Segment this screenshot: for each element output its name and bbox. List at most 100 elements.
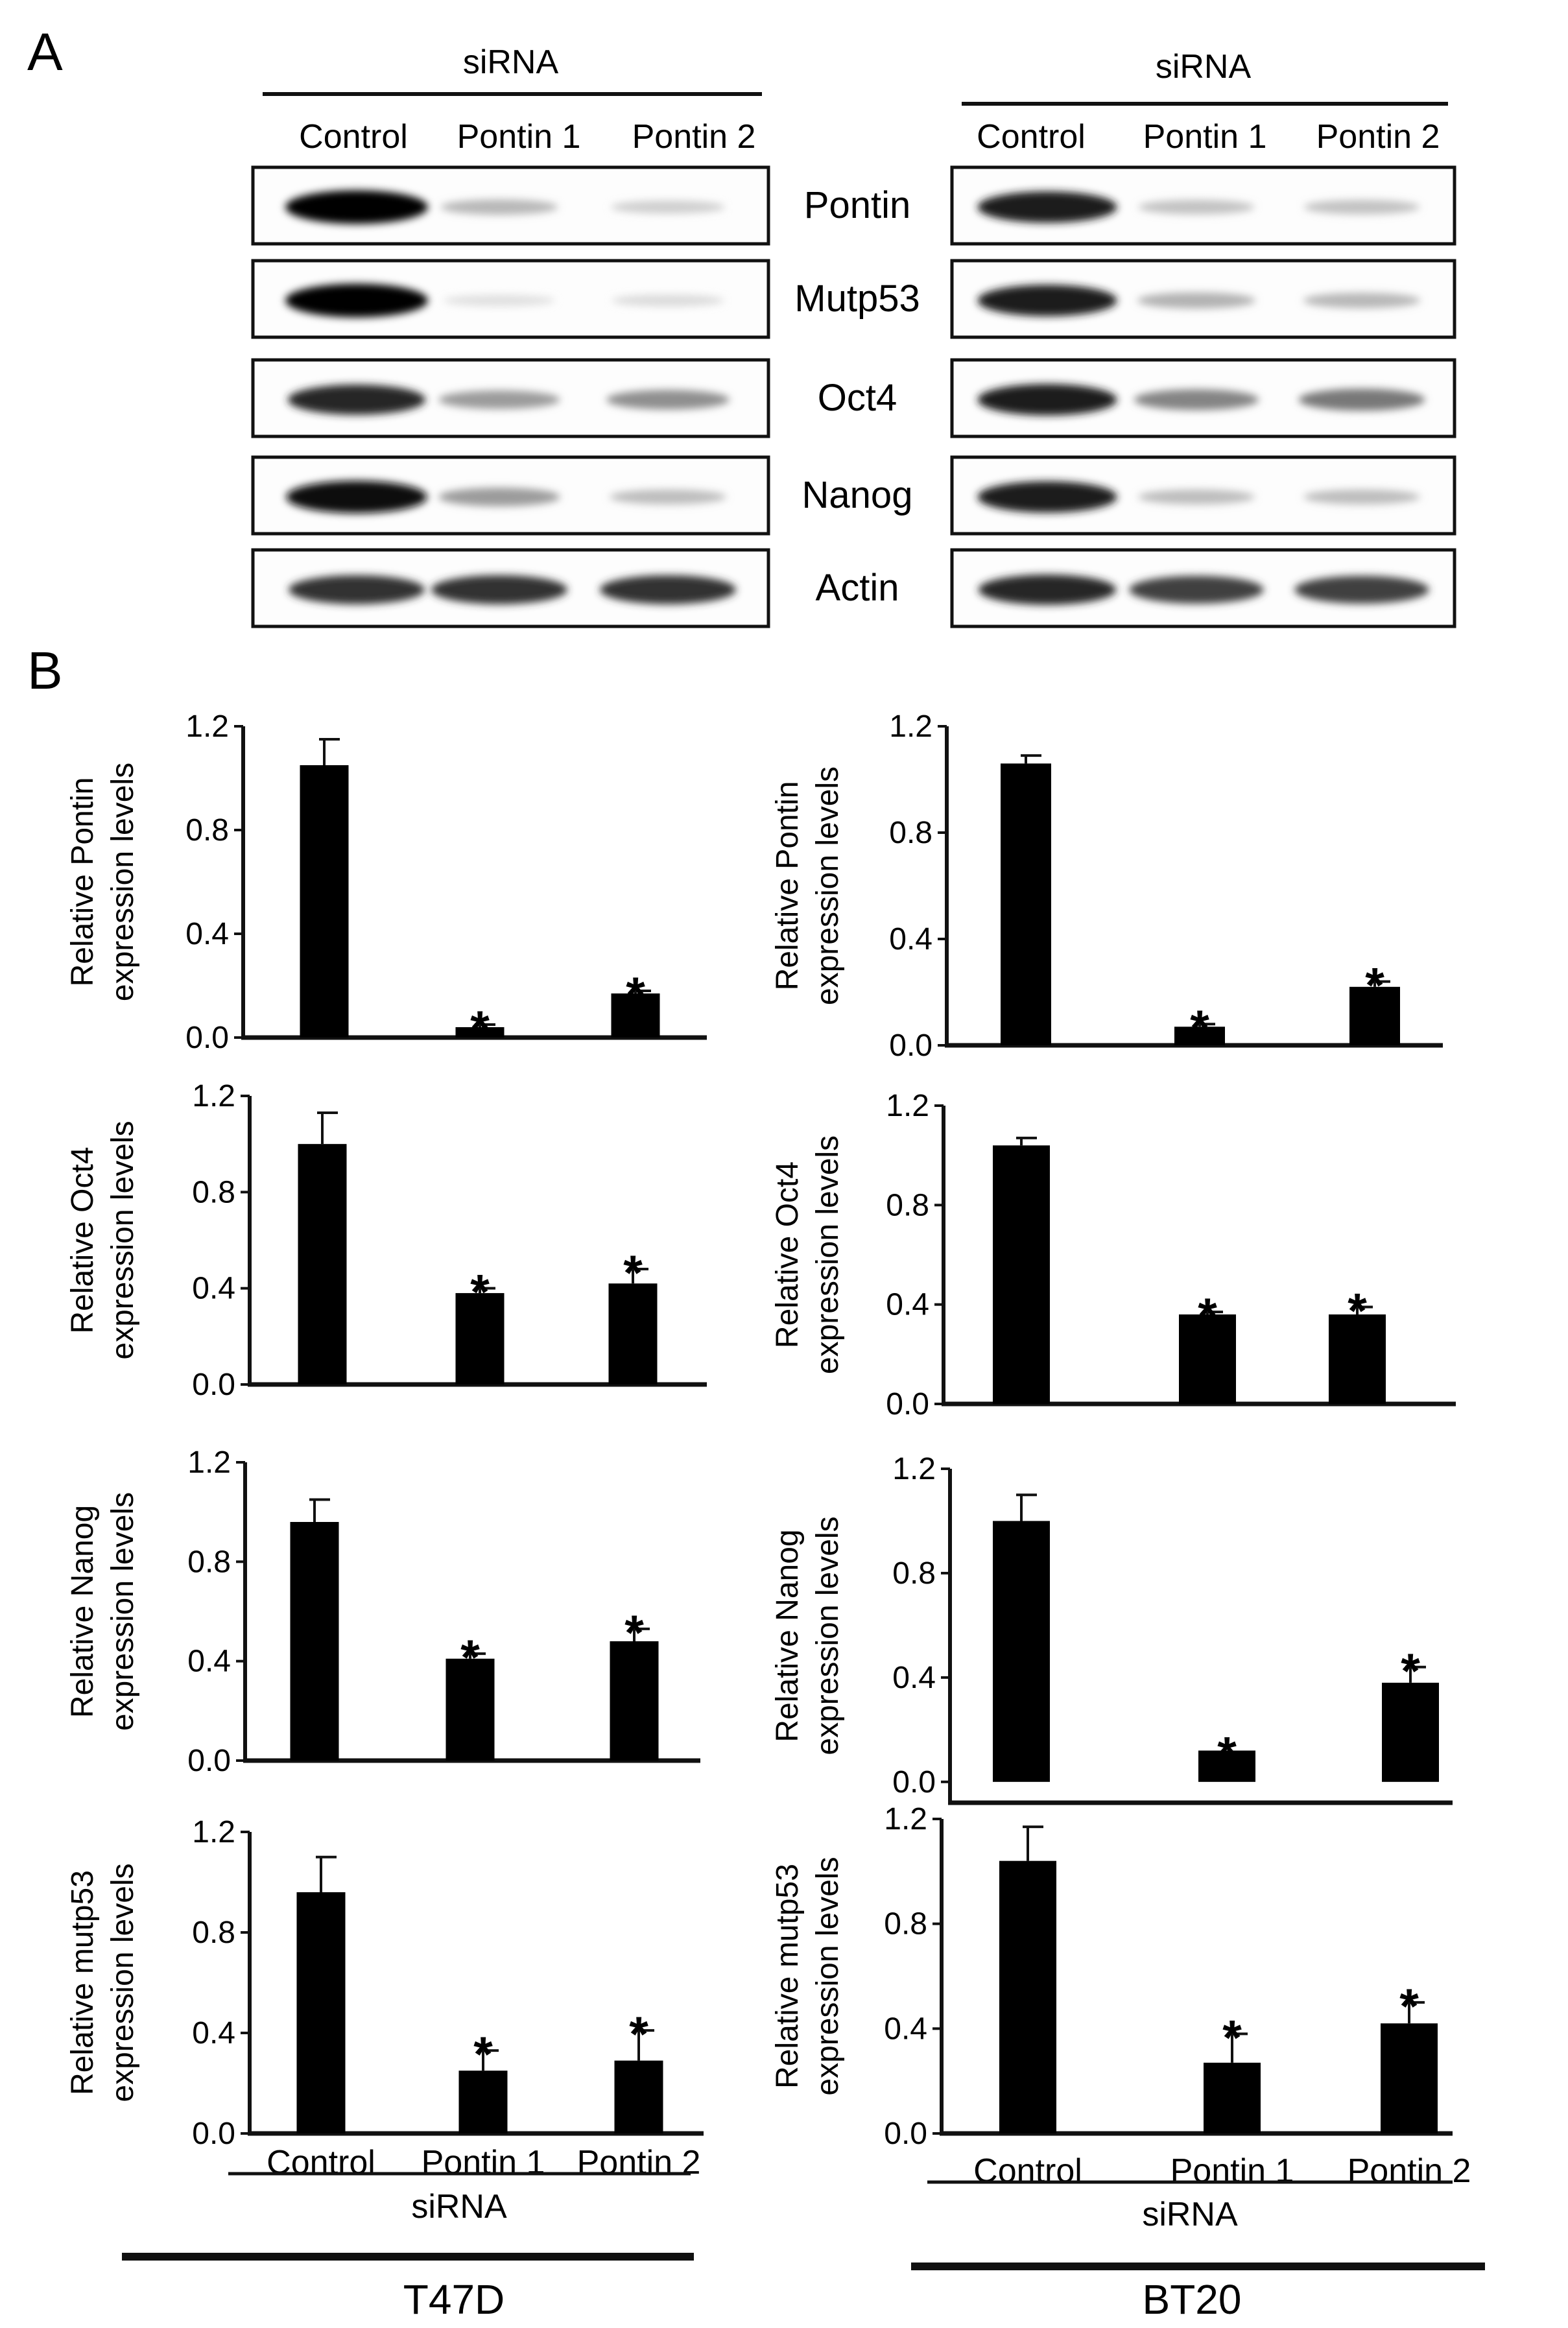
- y-tick-label: 0.8: [192, 1175, 235, 1209]
- y-tick-label: 0.4: [886, 1288, 929, 1322]
- blot-band: [1129, 575, 1264, 604]
- blot-band: [612, 294, 724, 307]
- protein-label-pontin: Pontin: [804, 184, 910, 226]
- blot-band: [1138, 489, 1255, 505]
- blot-band: [600, 575, 736, 604]
- blot-lane-label: Control: [299, 118, 408, 156]
- blot-lane-label: Control: [977, 118, 1086, 156]
- blot-band: [438, 390, 560, 409]
- blot-lane-label: Pontin 2: [1316, 118, 1440, 156]
- y-axis-label-line2: expression levels: [106, 1492, 140, 1731]
- y-tick-label: 0.4: [892, 1661, 936, 1695]
- blot-band: [1303, 292, 1421, 309]
- y-tick-label: 1.2: [192, 1815, 235, 1849]
- y-tick-label: 0.4: [192, 1272, 235, 1306]
- blot-band: [977, 481, 1117, 513]
- y-tick-label: 1.2: [886, 1089, 929, 1123]
- siRNA-label-left: siRNA: [411, 2188, 507, 2226]
- significance-star: *: [473, 2027, 493, 2082]
- y-tick-label: 1.2: [192, 1079, 235, 1113]
- y-axis-label: Relative Nanog expression levels: [770, 1516, 845, 1755]
- significance-star: *: [1365, 958, 1384, 1014]
- y-axis-label-line2: expression levels: [811, 1857, 845, 2095]
- y-tick-label: 0.8: [886, 1188, 929, 1222]
- bar-pontin-1: [1198, 1750, 1255, 1782]
- blot-band: [978, 575, 1117, 605]
- blot-band: [286, 481, 427, 514]
- western-blot-panel: siRNA Control Pontin 1 Pontin 2 siRNA Control…: [251, 43, 1456, 628]
- x-category-label: Pontin 2: [577, 2144, 701, 2181]
- bar-control: [1001, 763, 1051, 1045]
- blot-band: [289, 575, 425, 604]
- y-axis-label: Relative Oct4 expression levels: [65, 1121, 140, 1359]
- blot-band: [611, 200, 725, 214]
- chart-t47d-5: 0.0 0.4 0.8 1.2 Relative Nanog expression lev…: [65, 1445, 700, 1778]
- bar-pontin-2: [1349, 986, 1400, 1045]
- blot-lane-label: Pontin 1: [1143, 118, 1267, 156]
- significance-star: *: [460, 1630, 480, 1685]
- significance-star: *: [629, 2007, 648, 2062]
- significance-star: *: [623, 1246, 643, 1301]
- chart-t47d-1: 0.0 0.4 0.8 1.2 Relative Pontin expression le…: [65, 709, 707, 1056]
- y-tick-label: 0.8: [185, 813, 229, 848]
- blot-band: [610, 489, 726, 505]
- y-axis-label-line1: Relative mutp53: [65, 1870, 100, 2095]
- significance-star: *: [626, 968, 645, 1023]
- chart-bt20-4: 0.0 0.4 0.8 1.2 Relative Oct4 expression leve…: [770, 1089, 1456, 1421]
- y-axis-label: Relative mutp53 expression levels: [770, 1857, 845, 2095]
- bar-control: [993, 1521, 1050, 1782]
- panel-a-letter: A: [27, 23, 63, 82]
- significance-star: *: [470, 1265, 490, 1320]
- y-tick-label: 1.2: [185, 709, 229, 744]
- siRNA-label-right: siRNA: [1142, 2196, 1238, 2233]
- y-axis-label: Relative Pontin expression levels: [770, 766, 845, 1005]
- bar-control: [300, 765, 349, 1038]
- panel-b-letter: B: [27, 641, 63, 700]
- significance-star: *: [624, 1606, 644, 1661]
- bar-control: [993, 1145, 1050, 1404]
- blot-band: [606, 390, 730, 410]
- x-category-label: Control: [267, 2144, 375, 2181]
- y-tick-label: 0.4: [185, 917, 229, 951]
- y-tick-label: 0.0: [884, 2117, 927, 2151]
- bar-pontin-2: [1381, 2023, 1438, 2133]
- significance-star: *: [1198, 1289, 1217, 1344]
- x-category-label: Control: [973, 2152, 1082, 2190]
- blot-band: [1138, 200, 1255, 215]
- bar-pontin-1: [458, 2071, 508, 2133]
- chart-bt20-8: 0.0 0.4 0.8 1.2 Relative mutp53 expression le…: [770, 1802, 1471, 2190]
- y-axis-label: Relative Nanog expression levels: [65, 1492, 140, 1731]
- blot-band: [1303, 200, 1420, 215]
- y-tick-label: 0.8: [192, 1916, 235, 1950]
- y-axis-label-line1: Relative Oct4: [65, 1146, 100, 1333]
- y-tick-label: 0.4: [192, 2016, 235, 2050]
- chart-bt20-2: 0.0 0.4 0.8 1.2 Relative Pontin expression le…: [770, 709, 1443, 1063]
- bar-control: [298, 1144, 347, 1384]
- y-axis-label-line1: Relative Pontin: [770, 781, 805, 991]
- y-tick-label: 0.4: [889, 922, 932, 956]
- bar-pontin-1: [1174, 1027, 1225, 1045]
- protein-label-mutp53: Mutp53: [794, 278, 920, 320]
- y-tick-label: 0.0: [187, 1744, 231, 1778]
- protein-label-nanog: Nanog: [802, 474, 913, 516]
- blot-band: [443, 294, 556, 307]
- blot-band: [1303, 489, 1420, 505]
- y-axis-label-line1: Relative mutp53: [770, 1864, 805, 2089]
- y-axis-label-line1: Relative Oct4: [770, 1161, 805, 1348]
- bar-pontin-2: [610, 1641, 659, 1761]
- blot-header-siRNA: siRNA: [463, 43, 559, 81]
- significance-star: *: [470, 1001, 490, 1056]
- blot-lane-label: Pontin 2: [632, 118, 756, 156]
- blot-band: [977, 384, 1117, 416]
- y-tick-label: 0.0: [185, 1021, 229, 1055]
- blot-band: [285, 283, 428, 318]
- significance-star: *: [1222, 2010, 1242, 2065]
- y-axis-label: Relative Oct4 expression levels: [770, 1135, 845, 1374]
- y-axis-label-line2: expression levels: [106, 1121, 140, 1359]
- y-tick-label: 0.0: [889, 1028, 932, 1063]
- blot-band: [431, 575, 567, 604]
- x-category-label: Pontin 2: [1348, 2152, 1471, 2190]
- blot-band: [1298, 388, 1425, 411]
- y-tick-label: 1.2: [892, 1452, 936, 1486]
